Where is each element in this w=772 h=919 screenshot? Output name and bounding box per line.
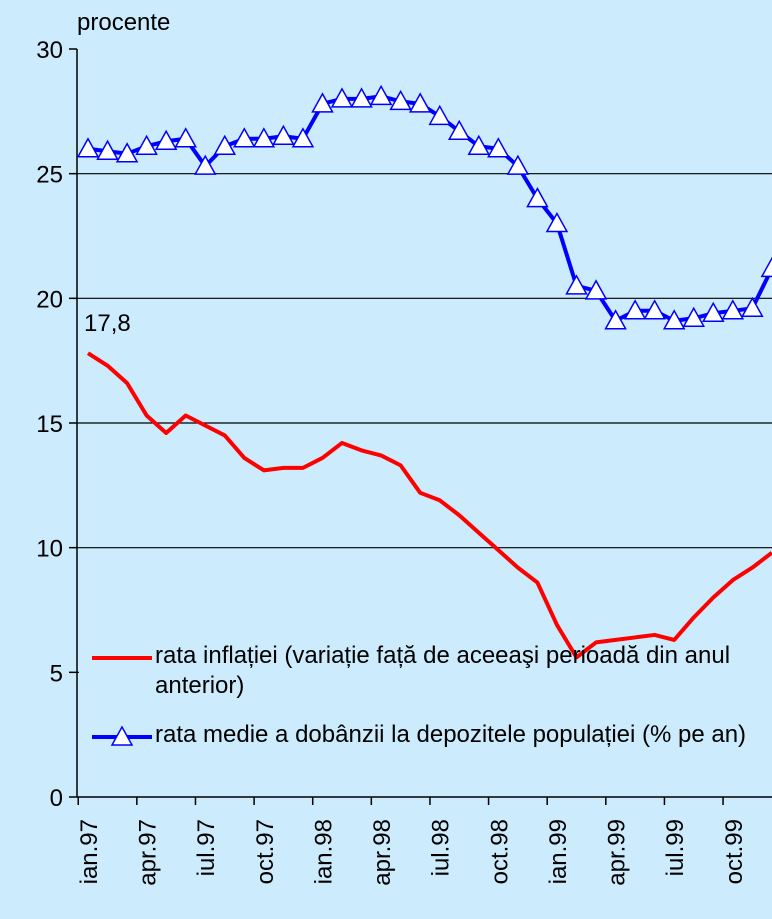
marker — [643, 299, 666, 320]
marker — [174, 127, 197, 148]
marker — [272, 124, 295, 146]
marker — [193, 154, 217, 175]
data-label: 17,8 — [84, 310, 131, 337]
marker — [291, 127, 315, 148]
x-tick-label: apr.98 — [369, 819, 396, 886]
x-tick-label: ian.98 — [310, 819, 337, 884]
marker — [526, 187, 549, 208]
marker — [135, 134, 158, 155]
grid — [77, 173, 772, 673]
marker — [233, 127, 256, 148]
legend-label: rata medie a dobânzii la depozitele popu… — [155, 721, 747, 748]
marker — [311, 92, 334, 113]
marker — [623, 299, 647, 320]
x-tick-label: iul.97 — [193, 819, 220, 876]
marker — [96, 139, 119, 160]
marker — [154, 129, 178, 151]
x-tick-label: apr.97 — [135, 819, 162, 886]
y-tick-label: 25 — [36, 162, 63, 189]
marker — [408, 92, 432, 113]
marker — [330, 87, 354, 108]
marker — [662, 309, 686, 330]
y-tick-label: 30 — [36, 37, 63, 64]
marker — [252, 127, 276, 148]
marker — [115, 142, 139, 163]
marker — [487, 137, 510, 158]
y-axis-label: procente — [77, 9, 170, 36]
marker — [584, 279, 608, 300]
x-tick-label: iul.99 — [662, 819, 689, 876]
x-tick-label: ian.97 — [76, 819, 103, 884]
x-tick-label: iul.98 — [428, 819, 455, 876]
marker — [369, 84, 393, 106]
marker — [741, 296, 764, 318]
y-tick-label: 5 — [50, 660, 63, 687]
marker — [467, 134, 491, 155]
marker — [545, 211, 569, 233]
marker — [760, 256, 772, 278]
x-tick-label: oct.99 — [721, 819, 748, 884]
marker — [76, 137, 100, 158]
marker — [213, 134, 237, 155]
series-line — [87, 94, 772, 323]
marker — [721, 299, 745, 320]
x-tick-label: ian.99 — [545, 819, 572, 884]
x-tick-label: oct.98 — [486, 819, 513, 884]
x-tick-label: apr.99 — [604, 819, 631, 886]
marker — [389, 89, 412, 111]
marker — [565, 274, 588, 295]
legend-label: rata inflației (variație față de aceeaşi… — [155, 642, 731, 699]
series-line — [86, 351, 772, 660]
marker — [682, 306, 706, 328]
y-tick-label: 0 — [50, 785, 63, 812]
y-tick-label: 10 — [36, 536, 63, 563]
marker — [447, 119, 471, 141]
marker — [428, 104, 451, 126]
marker — [350, 87, 373, 108]
marker — [604, 309, 627, 330]
marker — [702, 301, 725, 323]
y-tick-label: 15 — [36, 411, 63, 438]
legend-box — [79, 636, 772, 794]
marker — [506, 154, 530, 175]
legend-marker — [110, 725, 134, 746]
x-tick-label: oct.97 — [252, 819, 279, 884]
y-tick-label: 20 — [36, 286, 63, 313]
